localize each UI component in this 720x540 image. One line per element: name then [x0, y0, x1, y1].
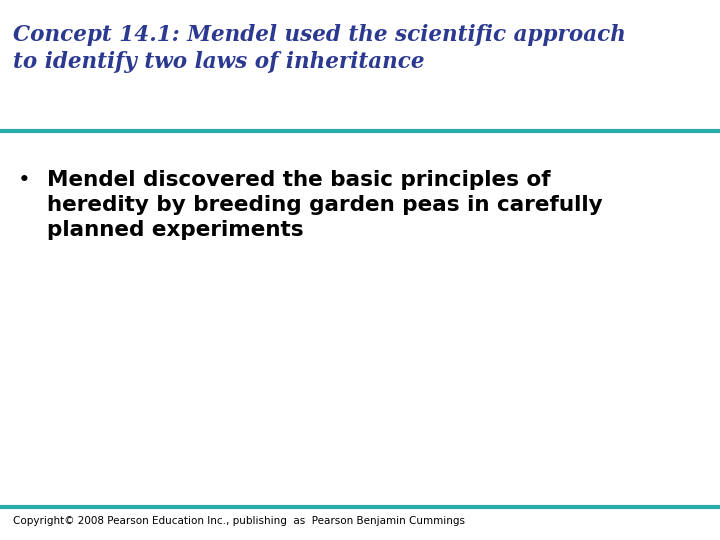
Text: Mendel discovered the basic principles of
heredity by breeding garden peas in ca: Mendel discovered the basic principles o… [47, 170, 603, 240]
Text: Copyright© 2008 Pearson Education Inc., publishing  as  Pearson Benjamin Cumming: Copyright© 2008 Pearson Education Inc., … [13, 516, 465, 526]
Text: •: • [18, 170, 31, 190]
Text: Concept 14.1: Mendel used the scientific approach
to identify two laws of inheri: Concept 14.1: Mendel used the scientific… [13, 24, 626, 72]
